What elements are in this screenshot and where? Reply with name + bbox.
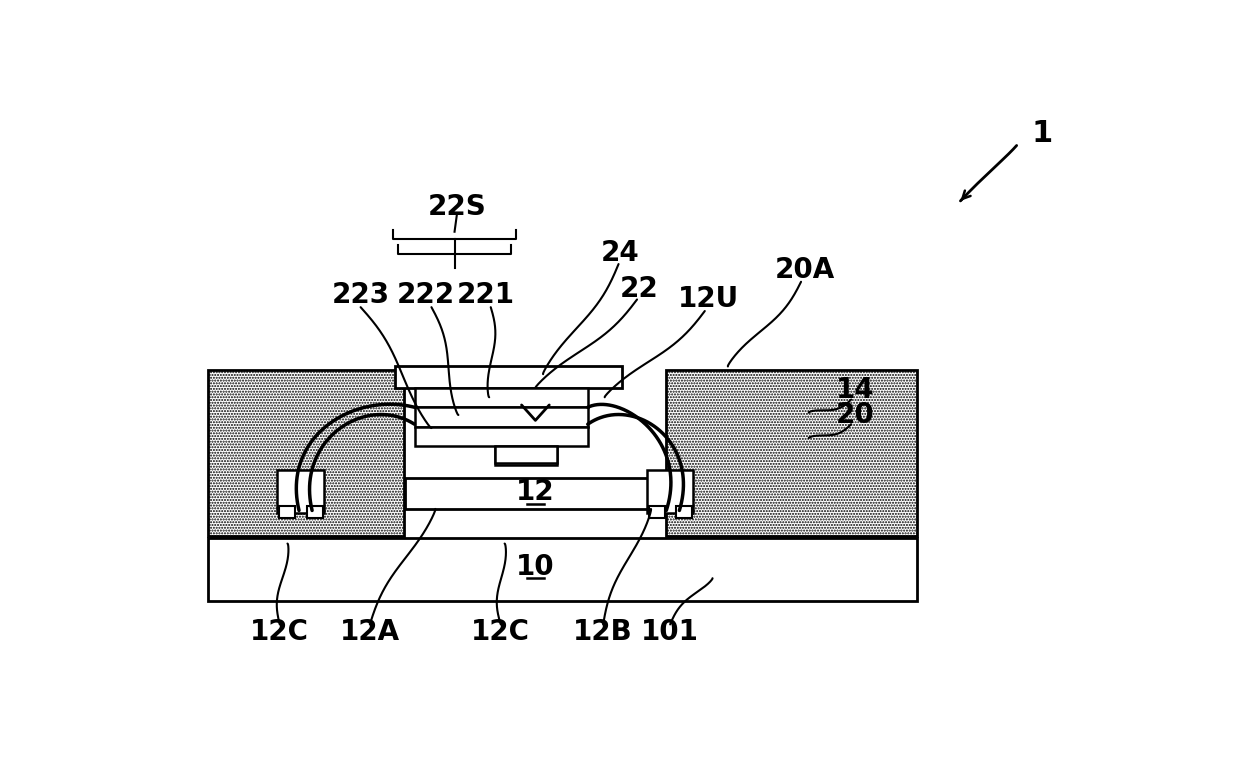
Bar bbox=[414, 388, 588, 407]
Text: 10: 10 bbox=[516, 553, 554, 580]
Bar bbox=[495, 445, 557, 462]
Bar bbox=[647, 470, 693, 513]
Bar bbox=[208, 370, 404, 536]
Text: 24: 24 bbox=[600, 238, 640, 266]
Text: 223: 223 bbox=[331, 281, 389, 309]
Bar bbox=[649, 506, 665, 518]
Text: 20: 20 bbox=[836, 401, 874, 429]
Bar bbox=[278, 470, 324, 513]
Text: 222: 222 bbox=[397, 281, 455, 309]
Bar bbox=[495, 447, 557, 465]
Text: 12A: 12A bbox=[340, 618, 401, 646]
Bar bbox=[414, 427, 588, 445]
Text: 12B: 12B bbox=[573, 618, 634, 646]
Text: 101: 101 bbox=[641, 618, 699, 646]
Bar bbox=[208, 539, 916, 601]
Text: 22: 22 bbox=[620, 275, 658, 303]
Bar bbox=[279, 506, 295, 518]
Text: 22S: 22S bbox=[428, 193, 486, 221]
Text: 12: 12 bbox=[516, 478, 554, 506]
Text: 12U: 12U bbox=[678, 286, 739, 314]
Text: 12C: 12C bbox=[250, 618, 309, 646]
Bar bbox=[306, 506, 322, 518]
Text: 20A: 20A bbox=[775, 256, 835, 284]
Text: 14: 14 bbox=[836, 376, 874, 404]
Bar bbox=[414, 407, 588, 427]
Bar bbox=[404, 478, 666, 509]
Text: 1: 1 bbox=[1032, 119, 1053, 147]
Bar bbox=[676, 506, 692, 518]
Text: 221: 221 bbox=[456, 281, 515, 309]
Bar bbox=[396, 366, 621, 388]
Bar bbox=[666, 370, 916, 536]
Text: 12C: 12C bbox=[471, 618, 531, 646]
